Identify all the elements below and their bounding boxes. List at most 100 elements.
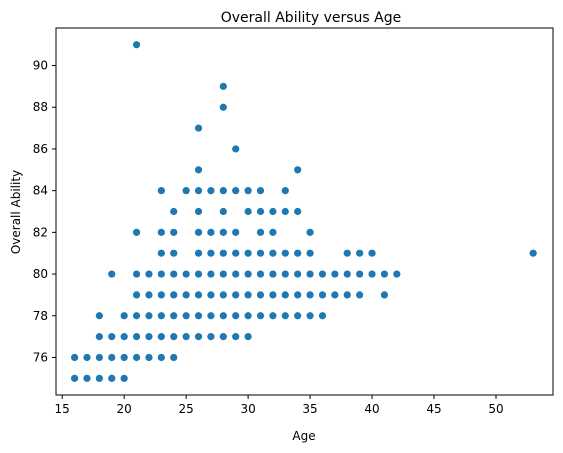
scatter-point bbox=[132, 228, 141, 236]
scatter-point bbox=[207, 270, 215, 278]
scatter-point bbox=[157, 270, 165, 278]
scatter-point bbox=[269, 249, 277, 257]
scatter-point bbox=[232, 187, 240, 195]
scatter-point bbox=[281, 270, 289, 278]
scatter-point bbox=[294, 312, 302, 320]
scatter-point bbox=[232, 312, 240, 320]
scatter-point bbox=[182, 333, 190, 341]
scatter-point bbox=[194, 333, 203, 341]
scatter-point bbox=[306, 312, 314, 320]
plot-frame bbox=[55, 27, 554, 396]
scatter-point bbox=[145, 333, 153, 341]
scatter-point bbox=[380, 270, 389, 278]
scatter-point bbox=[269, 207, 277, 216]
scatter-point bbox=[145, 312, 153, 320]
x-tick-label: 40 bbox=[364, 402, 379, 416]
y-tick-label: 86 bbox=[33, 142, 48, 156]
plot-area bbox=[55, 27, 554, 396]
scatter-point bbox=[331, 270, 339, 278]
y-axis-ticks: 76 78 80 82 84 86 88 90 bbox=[33, 59, 56, 364]
scatter-point bbox=[306, 249, 314, 257]
scatter-point bbox=[244, 312, 252, 320]
scatter-point bbox=[219, 291, 227, 299]
scatter-point bbox=[256, 291, 265, 299]
scatter-point bbox=[281, 291, 289, 299]
scatter-point bbox=[108, 333, 116, 341]
scatter-point bbox=[294, 270, 302, 278]
scatter-point bbox=[529, 249, 537, 257]
scatter-point bbox=[256, 270, 265, 278]
x-tick-label: 50 bbox=[488, 402, 503, 416]
scatter-point bbox=[170, 291, 178, 299]
x-tick-label: 25 bbox=[178, 402, 193, 416]
scatter-point bbox=[157, 228, 165, 236]
scatter-point bbox=[232, 270, 240, 278]
scatter-point bbox=[132, 41, 141, 49]
scatter-point bbox=[194, 270, 203, 278]
scatter-point bbox=[269, 312, 277, 320]
y-tick-label: 78 bbox=[33, 309, 48, 323]
scatter-point bbox=[132, 270, 141, 278]
scatter-point bbox=[219, 82, 227, 90]
x-axis-label: Age bbox=[292, 429, 315, 443]
scatter-point bbox=[294, 166, 302, 174]
scatter-point bbox=[70, 353, 79, 362]
scatter-point bbox=[182, 270, 190, 278]
scatter-point bbox=[95, 374, 103, 382]
scatter-point bbox=[318, 312, 327, 320]
scatter-point bbox=[194, 187, 203, 195]
scatter-point bbox=[244, 207, 252, 216]
scatter-point bbox=[343, 249, 351, 257]
scatter-point bbox=[256, 207, 265, 216]
scatter-point bbox=[294, 249, 302, 257]
scatter-point bbox=[194, 207, 203, 216]
scatter-point bbox=[207, 312, 215, 320]
scatter-point bbox=[108, 270, 116, 278]
scatter-point bbox=[157, 249, 165, 257]
scatter-point bbox=[170, 312, 178, 320]
x-tick-label: 35 bbox=[302, 402, 317, 416]
scatter-point bbox=[207, 333, 215, 341]
scatter-point bbox=[157, 333, 165, 341]
scatter-point bbox=[244, 270, 252, 278]
x-tick-label: 20 bbox=[117, 402, 132, 416]
scatter-point bbox=[120, 353, 128, 362]
x-tick-label: 15 bbox=[55, 402, 70, 416]
x-tick-label: 45 bbox=[426, 402, 441, 416]
y-tick-label: 76 bbox=[33, 350, 48, 364]
scatter-point bbox=[281, 187, 289, 195]
chart-title: Overall Ability versus Age bbox=[221, 10, 401, 26]
scatter-point bbox=[182, 312, 190, 320]
scatter-point bbox=[269, 291, 277, 299]
x-axis-ticks: 15 20 25 30 35 40 45 50 bbox=[55, 395, 504, 416]
scatter-point bbox=[157, 187, 165, 195]
y-tick-label: 80 bbox=[33, 267, 48, 281]
scatter-point bbox=[368, 270, 376, 278]
scatter-point bbox=[356, 249, 364, 257]
scatter-point bbox=[145, 270, 153, 278]
scatter-point bbox=[393, 270, 401, 278]
scatter-point bbox=[256, 228, 265, 236]
scatter-point bbox=[145, 353, 153, 362]
scatter-point bbox=[306, 291, 314, 299]
scatter-point bbox=[232, 145, 240, 153]
scatter-point bbox=[306, 270, 314, 278]
scatter-point bbox=[194, 228, 203, 236]
scatter-point bbox=[120, 312, 128, 320]
scatter-point bbox=[207, 291, 215, 299]
scatter-point bbox=[244, 249, 252, 257]
data-points bbox=[70, 41, 537, 382]
scatter-point bbox=[194, 312, 203, 320]
scatter-point bbox=[145, 291, 153, 299]
scatter-point bbox=[232, 291, 240, 299]
scatter-point bbox=[219, 103, 227, 111]
scatter-point bbox=[170, 270, 178, 278]
scatter-point bbox=[281, 249, 289, 257]
scatter-point bbox=[157, 312, 165, 320]
scatter-point bbox=[194, 124, 203, 132]
scatter-point bbox=[207, 228, 215, 236]
y-tick-label: 82 bbox=[33, 225, 48, 239]
scatter-point bbox=[95, 333, 103, 341]
scatter-point bbox=[244, 333, 252, 341]
scatter-point bbox=[256, 187, 265, 195]
